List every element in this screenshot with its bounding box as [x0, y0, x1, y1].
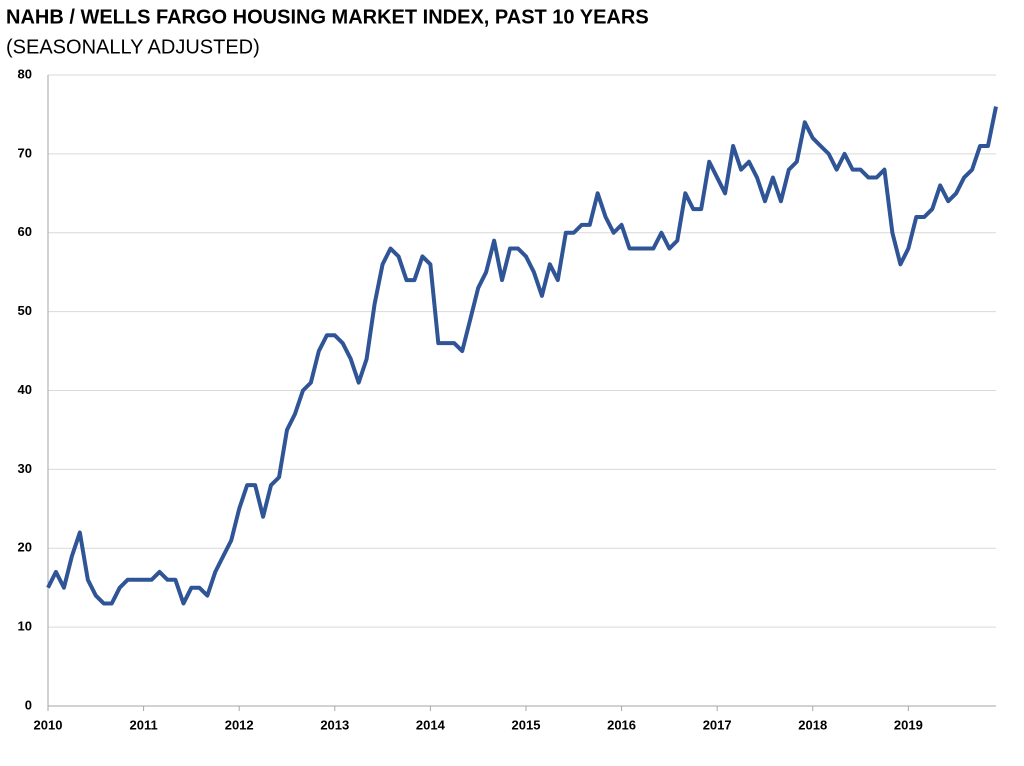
y-tick-label: 20: [18, 540, 32, 555]
chart-subtitle: (SEASONALLY ADJUSTED): [6, 36, 260, 58]
y-tick-label: 50: [18, 303, 32, 318]
y-tick-label: 60: [18, 224, 32, 239]
y-tick-label: 30: [18, 461, 32, 476]
x-tick-label: 2012: [225, 717, 254, 732]
x-tick-label: 2017: [703, 717, 732, 732]
chart-title: NAHB / WELLS FARGO HOUSING MARKET INDEX,…: [6, 6, 649, 28]
y-tick-label: 70: [18, 145, 32, 160]
x-tick-label: 2014: [416, 717, 446, 732]
y-tick-label: 10: [18, 619, 32, 634]
x-tick-label: 2013: [320, 717, 349, 732]
x-tick-label: 2019: [894, 717, 923, 732]
x-tick-label: 2018: [798, 717, 827, 732]
y-tick-label: 80: [18, 66, 32, 81]
y-tick-label: 0: [25, 697, 32, 712]
x-tick-label: 2010: [34, 717, 63, 732]
y-tick-label: 40: [18, 382, 32, 397]
line-series: [46, 106, 998, 606]
x-tick-label: 2011: [129, 717, 157, 732]
x-tick-label: 2015: [512, 717, 541, 732]
x-tick-label: 2016: [607, 717, 636, 732]
